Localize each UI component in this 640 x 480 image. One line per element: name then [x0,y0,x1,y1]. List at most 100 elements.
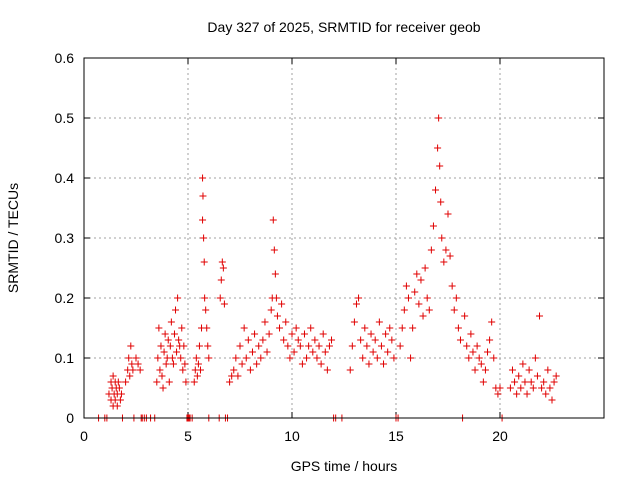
data-point [352,300,360,308]
data-point [413,270,421,278]
data-point [179,366,187,374]
data-point [173,348,181,356]
data-point [375,318,383,326]
data-point [355,294,363,302]
data-point [515,372,523,380]
data-point [429,222,437,230]
data-point [251,330,259,338]
data-point [193,372,201,380]
y-tick-label: 0.5 [55,110,75,126]
data-point [182,378,190,386]
data-point [219,264,227,272]
data-point [298,360,306,368]
x-axis-title: GPS time / hours [291,458,398,474]
data-point [234,372,242,380]
data-point [506,384,514,392]
data-point [170,330,178,338]
data-point [201,294,209,302]
data-point [190,378,198,386]
data-point [479,378,487,386]
data-point [164,336,172,344]
data-point [350,318,358,326]
data-point [319,330,327,338]
data-point [276,324,284,332]
data-point [452,294,460,302]
data-point [166,342,174,350]
data-point [473,342,481,350]
data-point [115,384,123,392]
data-point [175,336,183,344]
data-point [259,336,267,344]
data-point [523,390,531,398]
data-point [533,372,541,380]
data-point [521,378,529,386]
data-point [388,336,396,344]
data-point [536,312,544,320]
data-point [261,318,269,326]
data-point [411,288,419,296]
data-point [490,354,498,362]
data-point [284,342,292,350]
data-point [365,360,373,368]
data-point [465,354,473,362]
data-point [484,348,492,356]
data-point [159,384,167,392]
data-point [230,366,238,374]
data-point [471,366,479,374]
data-point [361,324,369,332]
data-point [494,390,502,398]
data-point [288,330,296,338]
data-point [154,354,162,362]
data-point [325,342,333,350]
data-point [477,360,485,368]
data-point [508,366,516,374]
data-point [286,354,294,362]
data-point [240,324,248,332]
data-point [303,354,311,362]
data-point [313,354,321,362]
data-point [380,360,388,368]
data-point [398,324,406,332]
data-point [269,216,277,224]
data-point [435,114,443,122]
data-point [160,348,168,356]
data-point [538,384,546,392]
data-point [199,216,207,224]
data-point [248,348,256,356]
data-point [116,396,124,404]
data-point [421,264,429,272]
x-tick-label: 15 [388,428,404,444]
data-point [271,270,279,278]
data-point [529,384,537,392]
data-point [511,378,519,386]
data-point [270,246,278,254]
data-point [307,324,315,332]
data-point [427,246,435,254]
data-point [228,372,236,380]
data-point [178,324,186,332]
data-point [481,366,489,374]
data-point [446,252,454,260]
data-point [434,144,442,152]
data-point [238,360,246,368]
data-point [199,174,207,182]
y-tick-label: 0.6 [55,50,75,66]
data-point [127,342,135,350]
data-point [309,348,317,356]
data-point [456,336,464,344]
data-point [218,258,226,266]
data-point [216,294,224,302]
data-point [236,342,244,350]
data-point [168,354,176,362]
data-point [317,360,325,368]
data-point [527,378,535,386]
x-tick-label: 5 [184,428,192,444]
x-tick-label: 0 [80,428,88,444]
data-point [440,258,448,266]
data-point [437,198,445,206]
y-tick-label: 0.2 [55,290,75,306]
data-point [220,300,228,308]
y-tick-label: 0.3 [55,230,75,246]
data-point [200,234,208,242]
data-point [246,366,254,374]
